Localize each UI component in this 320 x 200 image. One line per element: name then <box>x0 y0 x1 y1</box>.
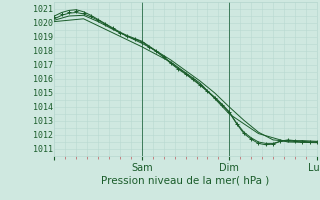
X-axis label: Pression niveau de la mer( hPa ): Pression niveau de la mer( hPa ) <box>101 176 270 186</box>
